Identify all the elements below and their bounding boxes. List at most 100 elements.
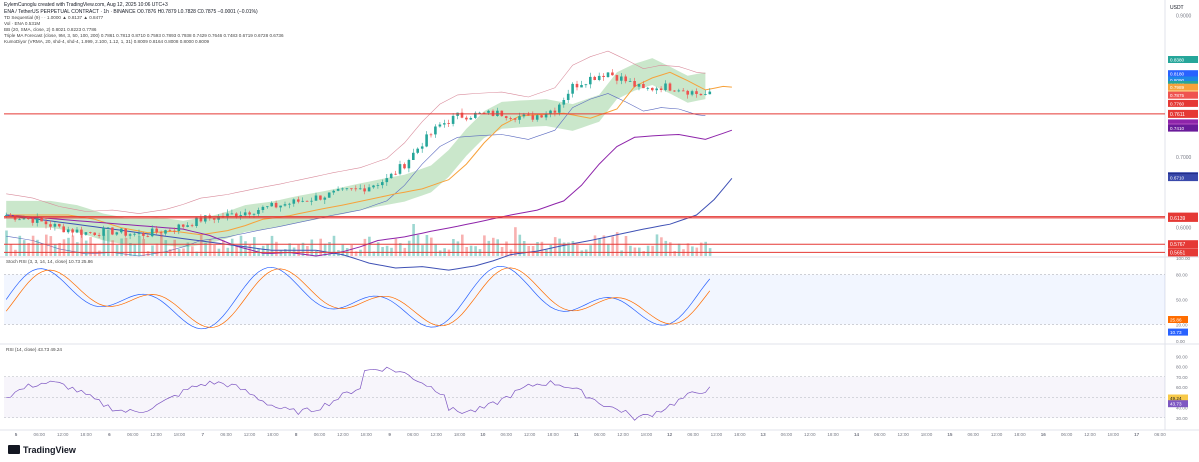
indicator-td[interactable]: TD Sequential (9) · · 1.0000 ▲ 0.8137 ▲ … <box>4 15 104 20</box>
candle-body <box>407 160 411 169</box>
volume-bar <box>213 245 216 256</box>
volume-bar <box>677 243 681 256</box>
stoch-badge <box>1168 328 1188 336</box>
level-badge <box>1168 213 1198 222</box>
indicator-bb[interactable]: BB (20, SMA, close, 2) 0.8021 0.8223 0.7… <box>4 27 97 32</box>
volume-bar <box>341 244 345 256</box>
rsi-badge-text: 43.73 <box>1170 402 1182 407</box>
stoch-badge <box>1168 316 1188 323</box>
candle-body <box>93 232 96 235</box>
candle-body <box>204 215 207 222</box>
price-badge <box>1168 83 1198 91</box>
stoch-badge-text: 10.73 <box>1170 330 1182 335</box>
level-badge-text: 0.5651 <box>1170 250 1186 256</box>
price-badge <box>1168 56 1198 63</box>
volume-bar <box>376 242 380 256</box>
rsi-title[interactable]: RSI (14, close) 43.73 49.24 <box>6 347 62 352</box>
candle-body <box>642 84 645 89</box>
candle-body <box>75 229 79 233</box>
volume-bar <box>129 243 132 256</box>
candle-body <box>18 219 21 221</box>
volume-bar <box>576 245 579 256</box>
time-axis-label: 18:00 <box>734 432 746 437</box>
candle-body <box>350 188 353 190</box>
volume-bar <box>642 251 645 256</box>
volume-bar <box>691 246 694 256</box>
candle-body <box>155 228 158 233</box>
volume-bar <box>434 244 437 256</box>
candle-body <box>628 81 632 82</box>
brand-text: TradingView <box>23 444 76 455</box>
tv-logo-icon <box>8 445 20 455</box>
time-axis-label: 06:00 <box>781 432 793 437</box>
candle-body <box>186 225 189 227</box>
candle-body <box>708 91 712 95</box>
volume-bar <box>160 234 163 256</box>
price-axis-label: 0.7000 <box>1176 155 1192 161</box>
candle-body <box>323 197 327 200</box>
price-axis-label: 0.6000 <box>1176 226 1192 232</box>
volume-bar <box>191 246 194 256</box>
candle-body <box>332 190 335 193</box>
volume-bar <box>22 240 26 256</box>
tradingview-logo[interactable]: TradingView <box>8 444 76 455</box>
stoch-band <box>4 274 1165 325</box>
time-axis-label: 11 <box>574 432 579 437</box>
volume-bar <box>49 236 53 256</box>
volume-bar <box>84 240 88 256</box>
indicator-kumo[interactable]: KumoDiyor (VRMA, 20, shd-4, shd-4, 1.999… <box>4 39 210 44</box>
candle-body <box>40 217 43 222</box>
time-axis-label: 12:00 <box>711 432 723 437</box>
time-axis-label: 06:00 <box>407 432 419 437</box>
indicator-triple-ma[interactable]: Triple MA Forecast (close, 9M, 3, 50, 10… <box>4 33 284 38</box>
volume-bar <box>695 247 699 256</box>
bb-lower-line <box>6 93 706 257</box>
candle-body <box>71 229 74 233</box>
ma-purple-line <box>6 129 733 257</box>
candle-body <box>562 100 566 105</box>
candle-body <box>354 188 358 190</box>
candle-body <box>487 110 490 113</box>
indicator-vol[interactable]: Vol · ENA 0.531M <box>4 21 41 26</box>
candle-body <box>190 225 194 227</box>
volume-bar <box>425 235 429 256</box>
candle-body <box>173 230 176 232</box>
price-badge <box>1168 70 1198 78</box>
time-axis-label: 06:00 <box>1061 432 1073 437</box>
time-axis-label: 10 <box>480 432 486 437</box>
volume-bar <box>164 240 168 256</box>
ma-indigo-line <box>6 177 733 271</box>
candle-body <box>677 90 681 92</box>
volume-bar <box>306 246 309 256</box>
candle-body <box>385 178 389 183</box>
volume-bar <box>607 243 610 256</box>
time-axis-label: 12:00 <box>897 432 909 437</box>
volume-bar <box>138 236 141 256</box>
level-badge-text: 0.5767 <box>1170 242 1186 248</box>
volume-bar <box>465 247 468 256</box>
candle-body <box>314 195 318 201</box>
candle-body <box>381 182 384 186</box>
candle-body <box>443 123 446 125</box>
volume-bar <box>567 242 570 256</box>
volume-bar <box>222 240 225 256</box>
stoch-title[interactable]: Stoch RSI (3, 3, 14, 14, close) 10.73 25… <box>6 259 93 264</box>
volume-bar <box>27 243 30 256</box>
volume-bar <box>261 245 265 256</box>
candle-body <box>35 217 39 223</box>
time-axis-label: 06:00 <box>594 432 606 437</box>
candle-body <box>27 218 30 220</box>
volume-bar <box>337 250 340 256</box>
candle-body <box>398 164 402 174</box>
volume-bar <box>522 241 526 256</box>
volume-bar <box>53 244 57 256</box>
candle-body <box>522 114 526 117</box>
volume-bar <box>288 243 291 256</box>
candle-body <box>292 199 296 204</box>
rsi-line <box>6 366 711 421</box>
candle-body <box>372 185 375 188</box>
candle-body <box>358 188 362 190</box>
time-axis-label: 12:00 <box>617 432 629 437</box>
price-badge <box>1168 99 1198 107</box>
